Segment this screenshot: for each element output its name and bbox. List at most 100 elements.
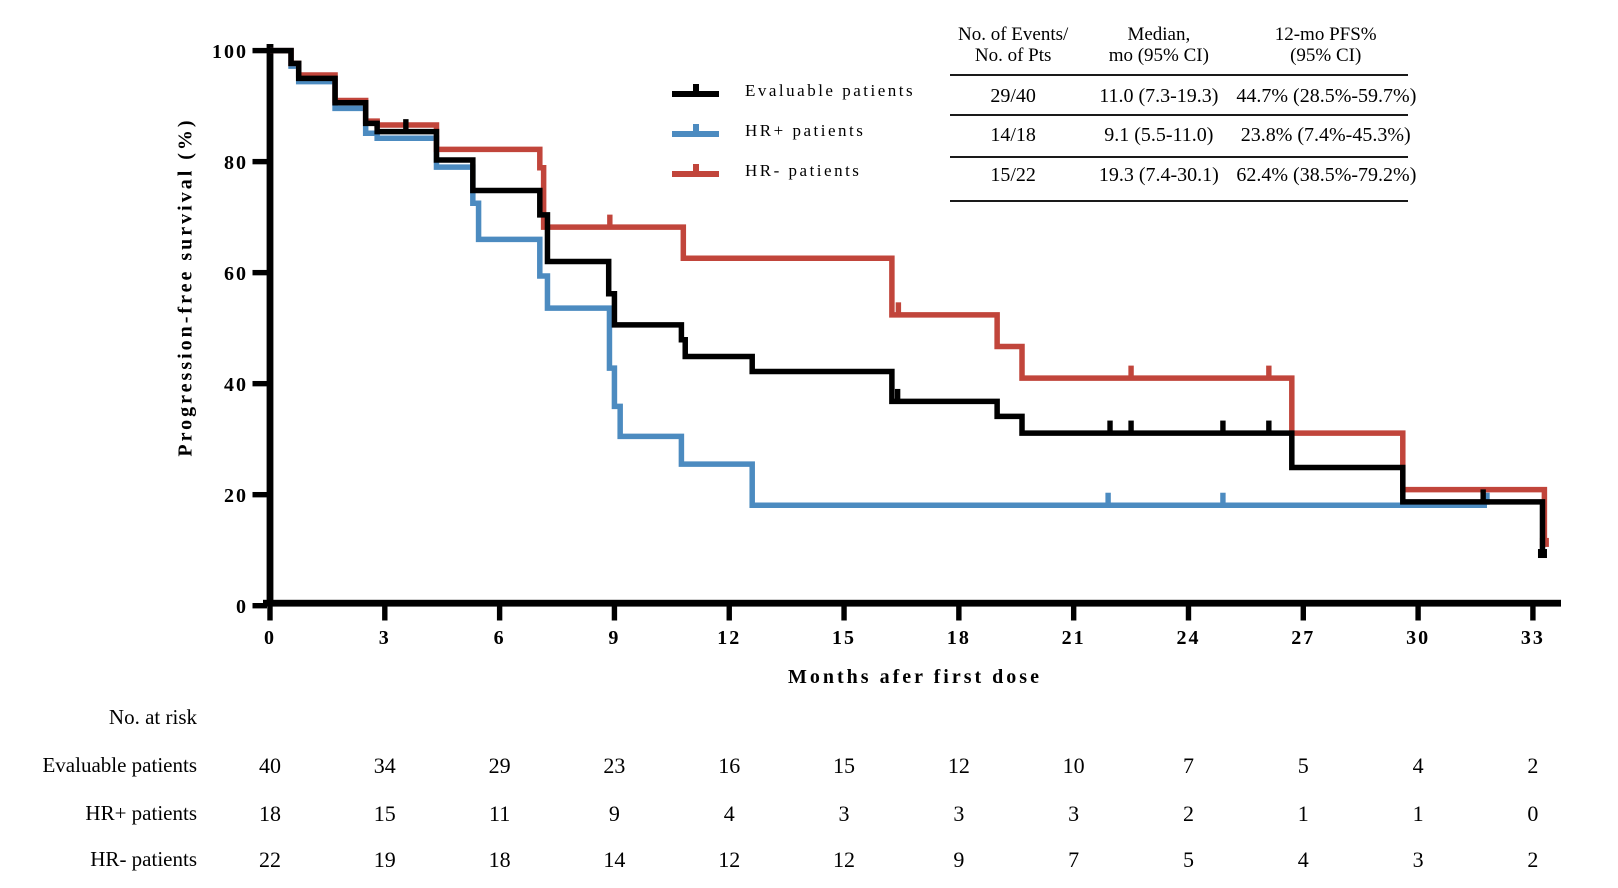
at-risk-value: 9 (953, 847, 965, 872)
censor-tick (1266, 420, 1272, 433)
stats-row-hr-plus: 14/18 9.1 (5.5-11.0) 23.8% (7.4%-45.3%) (945, 124, 1415, 147)
x-tick-label: 6 (494, 627, 506, 649)
x-tick (841, 606, 847, 621)
at-risk-value: 12 (947, 753, 970, 778)
at-risk-row-label-hr-plus: HR+ patients (85, 801, 197, 825)
at-risk-value: 18 (259, 801, 281, 826)
hr-minus-line-swatch-icon (672, 163, 719, 179)
hr-plus-line-swatch-icon (672, 123, 719, 139)
x-tick-label: 24 (1176, 627, 1200, 649)
x-tick-label: 12 (717, 627, 741, 649)
censor-tick (1128, 365, 1134, 378)
legend-item-hr-plus: HR+ patients (672, 121, 865, 141)
at-risk-value: 5 (1182, 847, 1194, 872)
evaluable-median: 11.0 (7.3-19.3) (1099, 85, 1219, 107)
table-rule (950, 74, 1408, 76)
censor-tick (1107, 420, 1113, 433)
at-risk-value: 19 (373, 847, 396, 872)
at-risk-row-label-hr-minus: HR- patients (90, 847, 197, 871)
at-risk-value: 9 (608, 801, 620, 826)
at-risk-value: 29 (488, 753, 511, 778)
x-tick-label: 9 (608, 627, 620, 649)
at-risk-value: 16 (718, 753, 741, 778)
x-tick-label: 3 (379, 627, 391, 649)
x-tick-label: 33 (1521, 627, 1545, 649)
hr-minus-events: 15/22 (990, 164, 1036, 186)
evaluable-12mo-pfs: 44.7% (28.5%-59.7%) (1236, 85, 1417, 107)
x-tick-label: 18 (947, 627, 971, 649)
stats-row-evaluable: 29/40 11.0 (7.3-19.3) 44.7% (28.5%-59.7%… (945, 85, 1417, 108)
x-tick (726, 606, 732, 621)
hr-plus-events: 14/18 (990, 124, 1036, 146)
x-tick (611, 606, 618, 621)
at-risk-value: 0 (1527, 801, 1539, 826)
stats-row-hr-minus: 15/22 19.3 (7.4-30.1) 62.4% (38.5%-79.2%… (945, 164, 1417, 187)
at-risk-value: 14 (603, 847, 626, 872)
hr-minus-median: 19.3 (7.4-30.1) (1098, 164, 1219, 186)
y-tick (252, 158, 267, 165)
y-tick-label: 100 (212, 41, 248, 63)
hr-plus-median: 9.1 (5.5-11.0) (1104, 124, 1214, 146)
x-tick-label: 21 (1062, 627, 1086, 649)
x-axis-title: Months afer first dose (788, 666, 1042, 688)
table-rule (950, 200, 1408, 202)
x-tick (1185, 606, 1192, 621)
stats-col-median-header: Median, mo (95% CI) (1108, 24, 1209, 66)
series-hr-patients (270, 47, 1490, 508)
hr-plus-12mo-pfs: 23.8% (7.4%-45.3%) (1240, 124, 1411, 146)
censor-tick (1128, 420, 1134, 433)
curve-end-marker (1537, 549, 1547, 559)
at-risk-value: 3 (1068, 801, 1080, 826)
x-tick (382, 606, 388, 621)
at-risk-value: 2 (1182, 801, 1194, 826)
km-step-line (270, 47, 1546, 554)
y-tick-label: 80 (224, 152, 248, 174)
stats-table-header: No. of Events/ No. of Pts Median, mo (95… (945, 24, 1415, 66)
at-risk-value: 12 (833, 847, 856, 872)
table-rule (950, 113, 1408, 116)
x-tick (1070, 606, 1077, 621)
legend-label-hr-minus: HR- patients (745, 161, 862, 180)
censor-tick (894, 388, 901, 401)
at-risk-value: 15 (833, 753, 856, 778)
at-risk-value: 4 (723, 801, 735, 826)
at-risk-value: 7 (1068, 847, 1080, 872)
hr-minus-12mo-pfs: 62.4% (38.5%-79.2%) (1236, 164, 1417, 186)
y-tick (252, 47, 267, 54)
axes: 0 20 40 60 80 100 0 3 6 9 12 15 18 21 24 27 30 33 (212, 41, 1561, 649)
at-risk-value: 34 (373, 753, 396, 778)
at-risk-value: 4 (1297, 847, 1309, 872)
x-tick-label: 30 (1406, 627, 1430, 649)
censor-tick (1105, 492, 1111, 505)
at-risk-value: 23 (603, 753, 626, 778)
censor-tick (1484, 492, 1490, 505)
km-step-line (270, 47, 1487, 508)
at-risk-value: 4 (1412, 753, 1424, 778)
censor-tick (895, 302, 902, 315)
x-tick (1300, 606, 1306, 621)
censor-tick (1480, 489, 1486, 502)
x-tick (956, 606, 962, 621)
at-risk-value: 18 (488, 847, 511, 872)
y-tick-label: 20 (224, 485, 248, 507)
evaluable-events: 29/40 (990, 85, 1036, 107)
stats-col-pfs-header: 12-mo PFS% (95% CI) (1274, 24, 1377, 66)
at-risk-value: 2 (1527, 847, 1539, 872)
censor-tick (607, 214, 613, 227)
at-risk-row-label-evaluable: Evaluable patients (42, 753, 197, 777)
y-axis-title: Progression-free survival (%) (174, 117, 197, 457)
at-risk-value: 12 (718, 847, 741, 872)
at-risk-value: 3 (838, 801, 850, 826)
y-tick-label: 60 (224, 263, 248, 285)
at-risk-value: 40 (259, 753, 281, 778)
at-risk-value: 3 (953, 801, 965, 826)
at-risk-value: 10 (1062, 753, 1085, 778)
censor-tick (403, 119, 409, 132)
y-tick (252, 269, 267, 276)
legend-label-evaluable: Evaluable patients (745, 81, 916, 100)
y-tick-label: 0 (236, 596, 248, 618)
censor-tick (1266, 365, 1272, 378)
evaluable-line-swatch-icon (672, 83, 719, 99)
